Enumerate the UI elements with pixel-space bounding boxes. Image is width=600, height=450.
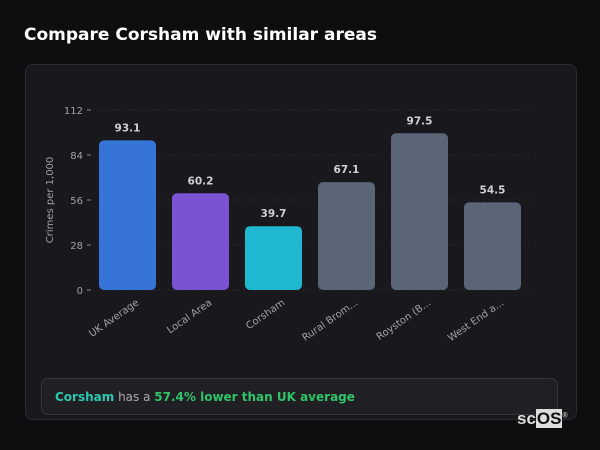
x-tick-label: Royston (B... [375,297,433,342]
data-label: 39.7 [261,208,287,220]
bar[interactable] [245,226,302,290]
y-tick-label: 112 [64,106,83,117]
y-tick-label: 84 [70,151,83,162]
data-label: 60.2 [188,175,214,187]
summary-area: Corsham [55,390,115,404]
scos-logo: scOS® [517,409,568,428]
x-tick-label: UK Average [87,297,141,339]
y-axis-label: Crimes per 1,000 [45,157,56,244]
bar[interactable] [172,193,229,290]
data-label: 93.1 [115,122,141,134]
x-tick-label: Local Area [165,297,214,336]
summary-text: has a [114,390,155,404]
page-title: Compare Corsham with similar areas [24,25,377,45]
y-tick-label: 56 [70,196,83,207]
summary-result: 57.4% lower than UK average [154,390,355,404]
bar[interactable] [391,133,448,290]
y-tick-label: 28 [70,241,83,252]
data-label: 67.1 [334,164,360,176]
summary-box: Corsham has a 57.4% lower than UK averag… [41,378,558,415]
y-tick-label: 0 [77,286,83,297]
data-label: 54.5 [480,184,506,196]
bar[interactable] [318,182,375,290]
bar[interactable] [464,202,521,290]
x-tick-label: Corsham [244,297,287,332]
x-tick-label: West End a... [446,297,506,344]
x-tick-label: Rural Brom... [301,297,361,343]
data-label: 97.5 [407,115,433,127]
bar[interactable] [99,140,156,290]
